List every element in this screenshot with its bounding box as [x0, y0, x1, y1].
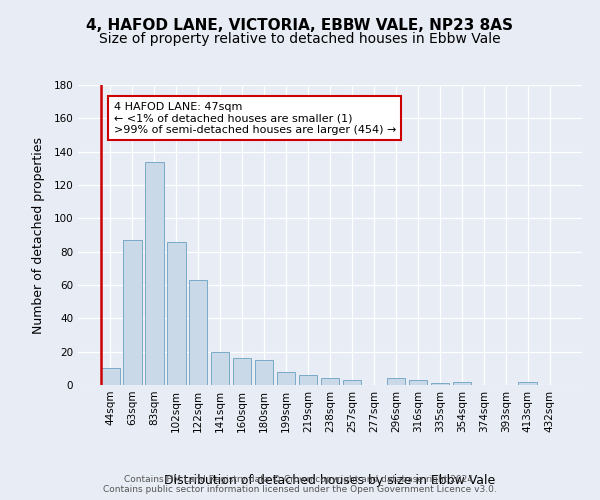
Bar	[255, 360, 274, 385]
Text: 4, HAFOD LANE, VICTORIA, EBBW VALE, NP23 8AS: 4, HAFOD LANE, VICTORIA, EBBW VALE, NP23…	[86, 18, 514, 32]
Bar	[452, 382, 471, 385]
Bar	[123, 240, 142, 385]
Bar	[299, 375, 317, 385]
Bar	[211, 352, 229, 385]
Bar	[167, 242, 185, 385]
Text: 4 HAFOD LANE: 47sqm
← <1% of detached houses are smaller (1)
>99% of semi-detach: 4 HAFOD LANE: 47sqm ← <1% of detached ho…	[113, 102, 396, 135]
Bar	[233, 358, 251, 385]
Bar	[277, 372, 295, 385]
Bar	[320, 378, 340, 385]
Bar	[431, 384, 449, 385]
Bar	[145, 162, 164, 385]
Text: Size of property relative to detached houses in Ebbw Vale: Size of property relative to detached ho…	[99, 32, 501, 46]
Bar	[386, 378, 405, 385]
X-axis label: Distribution of detached houses by size in Ebbw Vale: Distribution of detached houses by size …	[164, 474, 496, 486]
Bar	[189, 280, 208, 385]
Bar	[409, 380, 427, 385]
Y-axis label: Number of detached properties: Number of detached properties	[32, 136, 45, 334]
Bar	[101, 368, 119, 385]
Text: Contains HM Land Registry data © Crown copyright and database right 2024.: Contains HM Land Registry data © Crown c…	[124, 474, 476, 484]
Bar	[518, 382, 537, 385]
Bar	[343, 380, 361, 385]
Text: Contains public sector information licensed under the Open Government Licence v3: Contains public sector information licen…	[103, 484, 497, 494]
